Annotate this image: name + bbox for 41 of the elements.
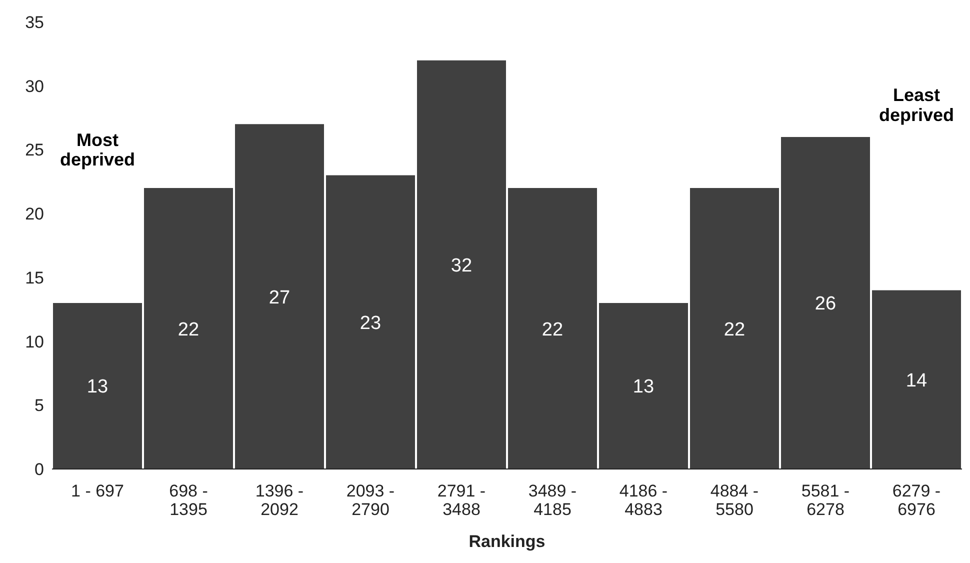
x-axis-title: Rankings: [468, 532, 546, 551]
y-tick-label: 20: [25, 204, 44, 224]
data-label: 22: [724, 319, 746, 340]
x-tick-label: 5581 - 6278: [801, 481, 850, 519]
y-tick-label: 0: [34, 460, 44, 480]
data-label: 27: [268, 287, 290, 308]
bar: [326, 175, 415, 469]
x-tick-label: 4884 - 5580: [710, 481, 759, 519]
bar: [781, 136, 870, 469]
bar: [872, 290, 961, 469]
y-tick-label: 25: [25, 140, 44, 160]
data-label: 22: [542, 319, 564, 340]
data-label: 14: [906, 370, 928, 392]
x-tick-label: 6279 - 6976: [892, 481, 941, 519]
x-tick-label: 1396 - 2092: [255, 481, 304, 519]
data-label: 13: [632, 376, 654, 398]
data-label: 23: [360, 312, 382, 334]
y-tick-label: 5: [34, 396, 44, 416]
bar: [144, 188, 233, 469]
x-tick-label: 698 - 1395: [169, 481, 208, 519]
data-label: 32: [450, 255, 472, 276]
x-tick-label: 3489 - 4185: [528, 481, 577, 519]
x-tick-label: 2093 - 2790: [346, 481, 395, 519]
y-tick-label: 10: [25, 332, 44, 352]
data-label: 13: [86, 376, 108, 398]
bar: [690, 188, 779, 469]
bar: [53, 302, 142, 469]
y-tick-label: 15: [25, 268, 44, 288]
annotation: Least deprived: [878, 85, 954, 125]
x-tick-label: 2791 - 3488: [437, 481, 486, 519]
bar: [235, 124, 324, 469]
x-tick-label: 4186 - 4883: [619, 481, 668, 519]
bar: [508, 188, 597, 469]
data-label: 22: [178, 319, 200, 340]
data-label: 26: [814, 294, 836, 315]
bar: [417, 60, 506, 469]
y-tick-label: 30: [25, 76, 44, 96]
bar: [599, 302, 688, 469]
annotation: Most deprived: [60, 130, 136, 170]
y-tick-label: 35: [25, 13, 44, 32]
x-tick-label: 1 - 697: [71, 481, 124, 500]
